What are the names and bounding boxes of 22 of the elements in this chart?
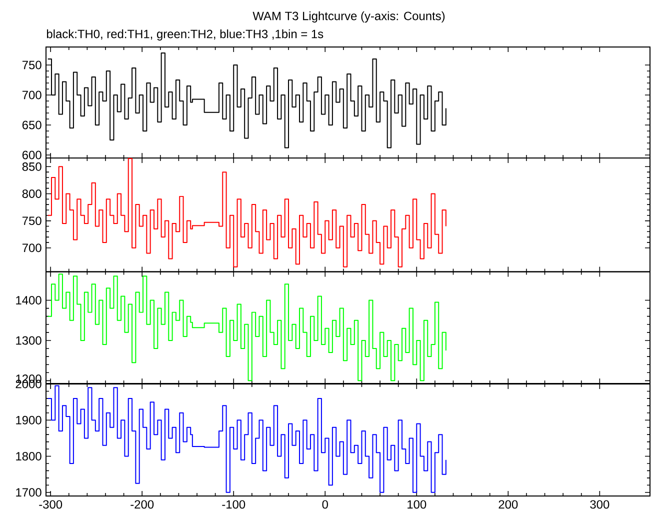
x-tick-label: -100 <box>222 500 246 509</box>
y-tick-label: 650 <box>22 120 42 130</box>
x-tick-label: 100 <box>408 500 426 509</box>
y-tick-label: 600 <box>22 150 42 160</box>
y-tick-label: 750 <box>22 60 42 70</box>
x-tick-label: 200 <box>498 500 518 509</box>
x-tick-label: 0 <box>322 500 328 509</box>
y-tick-label: 1700 <box>16 488 42 497</box>
y-tick-label: 850 <box>22 162 42 171</box>
x-tick-label: -200 <box>130 500 154 509</box>
x-tick-label: -300 <box>39 500 62 509</box>
y-tick-label: 1400 <box>16 296 42 304</box>
y-tick-label: 1300 <box>16 336 42 345</box>
y-tick-label: 700 <box>22 244 42 252</box>
y-tick-label: 700 <box>22 90 42 100</box>
y-tick-label: 1900 <box>16 416 42 424</box>
y-tick-label: 750 <box>22 216 42 226</box>
y-tick-label: 800 <box>22 190 42 198</box>
chart-title: WAM T3 Lightcurve (y-axis: Counts) <box>252 11 445 23</box>
x-tick-label: 300 <box>590 500 610 509</box>
chart-subtitle: black:TH0, red:TH1, green:TH2, blue:TH3 ,1bin = 1s <box>46 29 324 41</box>
y-tick-label: 1800 <box>16 452 42 460</box>
